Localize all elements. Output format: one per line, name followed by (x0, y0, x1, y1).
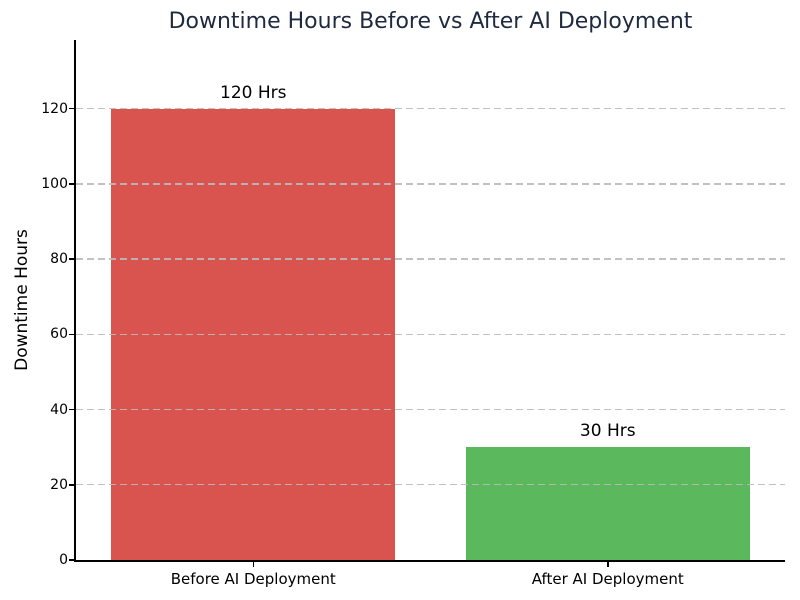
y-tick-mark-80 (69, 258, 76, 260)
y-tick-label-40: 40 (50, 401, 68, 418)
x-axis-spine (74, 560, 785, 562)
y-tick-label-0: 0 (59, 552, 68, 568)
y-tick-label-100: 100 (41, 175, 68, 192)
y-tick-label-120: 120 (41, 100, 68, 117)
y-tick-mark-120 (69, 107, 76, 110)
y-axis-spine (74, 40, 76, 562)
gridline-40 (76, 408, 785, 411)
y-tick-mark-40 (69, 408, 76, 411)
bar-value-label-before-ai-deployment: 120 Hrs (220, 82, 287, 103)
y-tick-mark-20 (69, 484, 76, 486)
bar-after-ai-deployment (465, 447, 750, 560)
gridline-120 (76, 107, 785, 110)
y-tick-mark-0 (69, 559, 76, 561)
x-tick-mark-after-ai-deployment (607, 561, 609, 567)
x-tick-mark-before-ai-deployment (252, 561, 254, 567)
bar-value-label-after-ai-deployment: 30 Hrs (579, 421, 636, 442)
y-tick-label-60: 60 (50, 326, 68, 343)
x-category-label-before-ai-deployment: Before AI Deployment (170, 570, 336, 588)
y-tick-mark-100 (69, 183, 76, 185)
gridline-20 (76, 484, 785, 486)
gridline-60 (76, 333, 785, 336)
gridline-100 (76, 183, 785, 185)
x-category-label-after-ai-deployment: After AI Deployment (531, 570, 684, 588)
y-tick-mark-60 (69, 333, 76, 336)
y-tick-label-20: 20 (50, 476, 68, 493)
gridline-80 (76, 258, 785, 260)
y-tick-label-80: 80 (50, 251, 68, 268)
chart-title: Downtime Hours Before vs After AI Deploy… (168, 9, 693, 34)
